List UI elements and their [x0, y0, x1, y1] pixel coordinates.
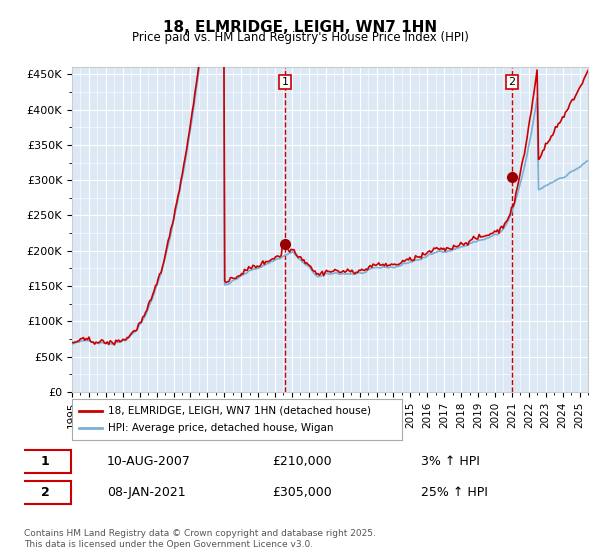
Text: 18, ELMRIDGE, LEIGH, WN7 1HN: 18, ELMRIDGE, LEIGH, WN7 1HN: [163, 20, 437, 35]
Text: 1: 1: [281, 77, 289, 87]
FancyBboxPatch shape: [19, 481, 71, 504]
Text: 10-AUG-2007: 10-AUG-2007: [107, 455, 191, 468]
Text: 1: 1: [41, 455, 49, 468]
Text: 2: 2: [41, 486, 49, 499]
FancyBboxPatch shape: [19, 450, 71, 473]
Text: £210,000: £210,000: [272, 455, 332, 468]
Text: 3% ↑ HPI: 3% ↑ HPI: [421, 455, 481, 468]
Text: 18, ELMRIDGE, LEIGH, WN7 1HN (detached house): 18, ELMRIDGE, LEIGH, WN7 1HN (detached h…: [108, 405, 371, 416]
Text: Price paid vs. HM Land Registry's House Price Index (HPI): Price paid vs. HM Land Registry's House …: [131, 31, 469, 44]
Text: HPI: Average price, detached house, Wigan: HPI: Average price, detached house, Wiga…: [108, 423, 334, 433]
Text: 08-JAN-2021: 08-JAN-2021: [107, 486, 185, 499]
Text: 25% ↑ HPI: 25% ↑ HPI: [421, 486, 488, 499]
Text: 2: 2: [508, 77, 515, 87]
Text: £305,000: £305,000: [272, 486, 332, 499]
Text: Contains HM Land Registry data © Crown copyright and database right 2025.
This d: Contains HM Land Registry data © Crown c…: [24, 529, 376, 549]
